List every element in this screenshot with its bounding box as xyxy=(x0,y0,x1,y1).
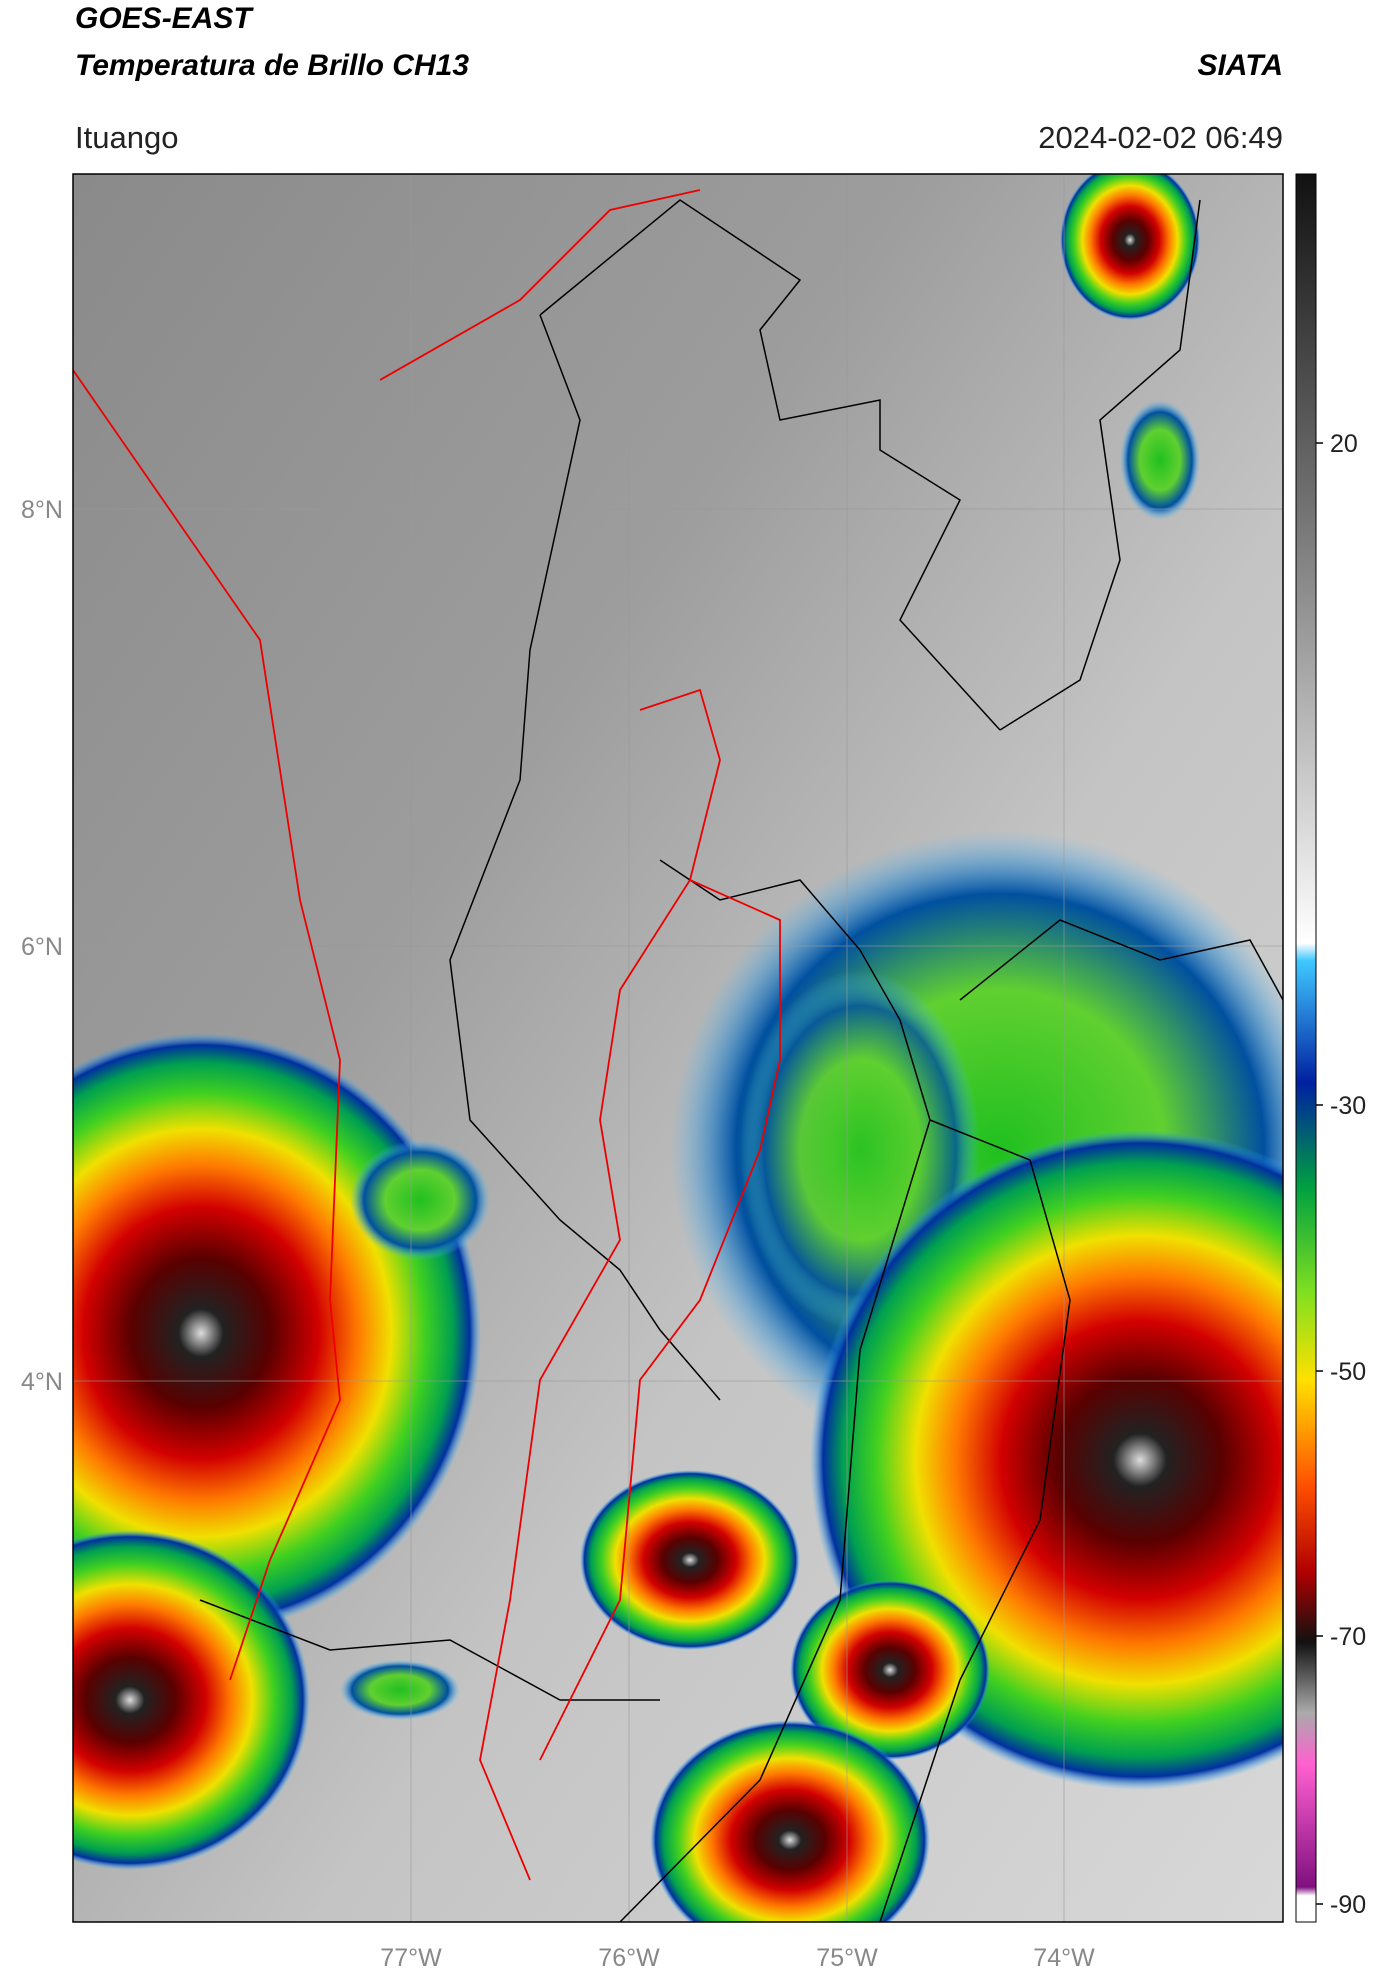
subtitle: Temperatura de Brillo CH13 xyxy=(75,49,469,82)
colorbar-label: -90 xyxy=(1330,1891,1366,1919)
location: Ituango xyxy=(75,120,178,155)
lon-label: 74°W xyxy=(1033,1944,1095,1972)
datetime: 2024-02-02 06:49 xyxy=(1038,120,1283,155)
lon-label: 75°W xyxy=(816,1944,878,1972)
map-frame xyxy=(72,173,1284,1923)
colorbar-label: -30 xyxy=(1330,1092,1366,1120)
brand: SIATA xyxy=(1197,49,1283,82)
satellite-image xyxy=(73,174,1283,1922)
colorbar-label: -70 xyxy=(1330,1623,1366,1651)
colorbar xyxy=(1295,173,1317,1923)
colorbar-label: -50 xyxy=(1330,1358,1366,1386)
lat-label: 6°N xyxy=(21,933,63,961)
lat-label: 4°N xyxy=(21,1368,63,1396)
lat-label: 8°N xyxy=(21,496,63,524)
title: GOES-EAST xyxy=(75,2,254,35)
colorbar-label: 20 xyxy=(1330,430,1358,458)
lon-label: 77°W xyxy=(380,1944,442,1972)
lon-label: 76°W xyxy=(598,1944,660,1972)
